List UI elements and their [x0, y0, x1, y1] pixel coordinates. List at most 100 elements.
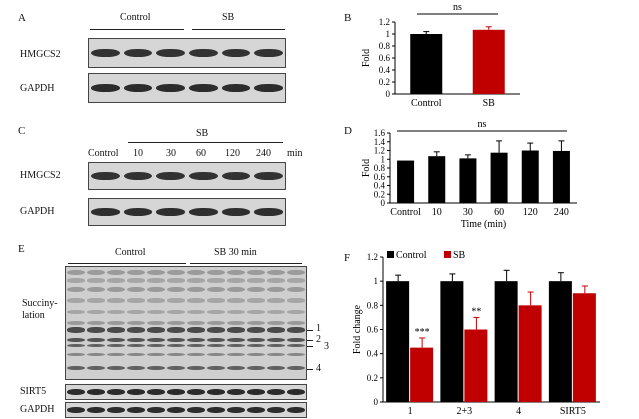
blot-band: [247, 269, 265, 276]
blot-band: [188, 48, 218, 58]
blot-band: [187, 343, 205, 348]
blot-band: [207, 365, 225, 371]
blot-band: [87, 286, 105, 293]
blot-band: [187, 269, 205, 276]
blot-band: [156, 83, 186, 93]
panel-letter-b: B: [344, 12, 352, 24]
legend-label: Control: [396, 250, 427, 261]
blot-band: [227, 365, 245, 371]
blot-band: [167, 388, 185, 396]
y-axis-label: Fold: [361, 49, 372, 67]
bar: [572, 293, 596, 402]
c-time-label-30: 30: [166, 148, 176, 159]
a-group-sb-label: SB: [222, 12, 235, 23]
blot-band: [127, 406, 145, 414]
blot-band: [107, 298, 125, 303]
blot-band: [67, 352, 85, 357]
blot-band: [147, 326, 165, 333]
blot-band: [247, 278, 265, 283]
blot-band: [167, 320, 185, 326]
blot-band: [107, 388, 125, 396]
blot-band: [187, 365, 205, 371]
blot-band: [247, 388, 265, 396]
blot-band: [267, 298, 285, 303]
blot-band: [127, 278, 145, 283]
blot-band: [207, 337, 225, 343]
blot-band: [107, 343, 125, 348]
bar: [518, 305, 542, 402]
blot-band: [247, 406, 265, 414]
x-tick-label: 240: [554, 207, 569, 218]
e-marker-tick-2: [307, 340, 313, 341]
bar: [397, 160, 415, 203]
panel-letter-e: E: [18, 243, 25, 255]
blot-band: [207, 286, 225, 293]
blot-band: [247, 365, 265, 371]
bar: [386, 281, 410, 402]
blot-band: [167, 309, 185, 315]
blot-band: [187, 278, 205, 283]
e-sb-bracket: [190, 263, 302, 264]
legend-label: SB: [453, 250, 466, 261]
blot-band: [67, 286, 85, 293]
bar: [490, 152, 508, 203]
blot-band: [156, 207, 186, 217]
blot-band: [167, 298, 185, 303]
blot-band: [287, 352, 305, 357]
blot-band: [123, 48, 153, 58]
e-row-label-sirt5: SIRT5: [20, 386, 47, 397]
x-tick-label: 1: [408, 406, 413, 417]
y-tick-label: 0: [386, 89, 391, 99]
blot-band: [207, 406, 225, 414]
blot-band: [188, 83, 218, 93]
y-tick-label: 0.2: [367, 373, 378, 383]
y-tick-label: 1: [381, 154, 386, 164]
blot-band: [107, 365, 125, 371]
blot-band: [67, 365, 85, 371]
e-group-sb-label: SB 30 min: [214, 247, 257, 258]
blot-band: [187, 320, 205, 326]
blot-band: [107, 269, 125, 276]
blot-band: [227, 298, 245, 303]
y-tick-label: 1.6: [374, 128, 386, 138]
c-time-label-240: 240: [256, 148, 271, 159]
blot-band: [207, 298, 225, 303]
ns-label: ns: [478, 119, 487, 130]
blot-band: [67, 337, 85, 343]
blot-band: [227, 269, 245, 276]
blot-band: [127, 286, 145, 293]
blot-band: [227, 337, 245, 343]
blot-band: [87, 352, 105, 357]
c-time-label-10: 10: [133, 148, 143, 159]
blot-band: [107, 278, 125, 283]
y-tick-label: 0.4: [374, 181, 386, 191]
blot-band: [107, 352, 125, 357]
blot-band: [87, 337, 105, 343]
blot-band: [247, 352, 265, 357]
chart-f: 0 0.2 0.4 0.6 0.8 1 1.2 Fold change *** 1 ** 2+3 4 SI…: [352, 250, 600, 417]
blot-band: [167, 352, 185, 357]
blot-band: [187, 286, 205, 293]
blot-band: [227, 352, 245, 357]
y-tick-label: 0.2: [374, 189, 385, 199]
y-tick-label: 0.8: [374, 163, 386, 173]
bar: [410, 34, 443, 94]
legend-swatch: [444, 251, 451, 258]
x-tick-label: 120: [523, 207, 538, 218]
blot-band: [287, 269, 305, 276]
blot-band: [287, 388, 305, 396]
blot-band: [221, 171, 251, 181]
blot-band: [221, 48, 251, 58]
blot-band: [187, 326, 205, 333]
panel-letter-a: A: [18, 12, 26, 24]
x-tick-label: Control: [390, 207, 421, 218]
blot-band: [247, 320, 265, 326]
e-succinylation-blot: [65, 266, 307, 380]
blot-band: [287, 326, 305, 333]
blot-band: [227, 278, 245, 283]
significance-label: ***: [415, 327, 430, 338]
blot-band: [167, 365, 185, 371]
x-tick-label: Control: [411, 98, 442, 109]
c-row-label-hmgcs2: HMGCS2: [20, 170, 61, 181]
blot-band: [147, 343, 165, 348]
